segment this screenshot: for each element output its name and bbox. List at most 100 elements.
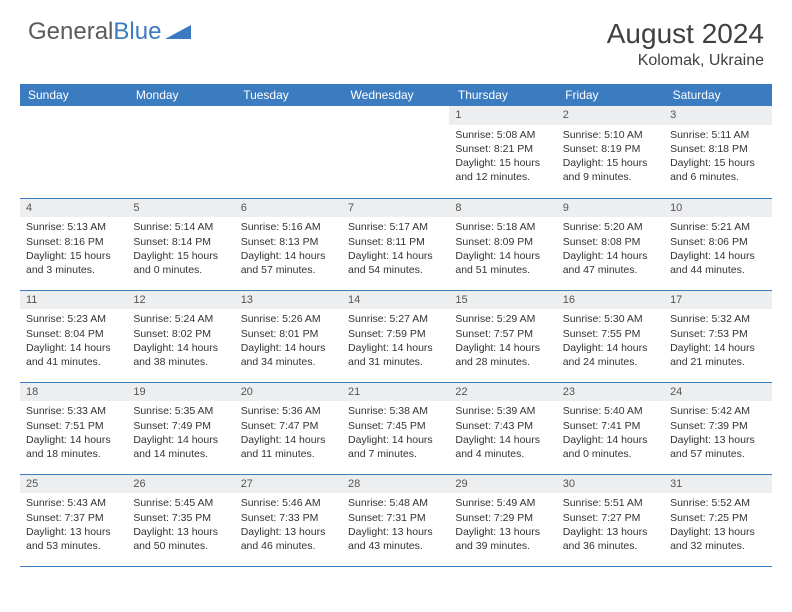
calendar-week-row: 11Sunrise: 5:23 AMSunset: 8:04 PMDayligh… xyxy=(20,290,772,382)
calendar-head: SundayMondayTuesdayWednesdayThursdayFrid… xyxy=(20,84,772,106)
day-number: 7 xyxy=(342,199,449,218)
day-line: Sunrise: 5:45 AM xyxy=(133,496,228,510)
day-details: Sunrise: 5:33 AMSunset: 7:51 PMDaylight:… xyxy=(20,401,127,463)
day-line: and 31 minutes. xyxy=(348,355,443,369)
day-line: Daylight: 14 hours xyxy=(241,433,336,447)
day-line: Sunrise: 5:16 AM xyxy=(241,220,336,234)
day-details: Sunrise: 5:40 AMSunset: 7:41 PMDaylight:… xyxy=(557,401,664,463)
day-line: Sunset: 7:55 PM xyxy=(563,327,658,341)
calendar-week-row: 1Sunrise: 5:08 AMSunset: 8:21 PMDaylight… xyxy=(20,106,772,198)
day-details: Sunrise: 5:38 AMSunset: 7:45 PMDaylight:… xyxy=(342,401,449,463)
page-header: GeneralBlue August 2024 Kolomak, Ukraine xyxy=(0,0,792,78)
calendar-body: 1Sunrise: 5:08 AMSunset: 8:21 PMDaylight… xyxy=(20,106,772,566)
day-header: Saturday xyxy=(664,84,771,106)
day-line: Sunset: 7:49 PM xyxy=(133,419,228,433)
day-line: and 0 minutes. xyxy=(563,447,658,461)
day-details: Sunrise: 5:11 AMSunset: 8:18 PMDaylight:… xyxy=(664,125,771,187)
day-line: Sunrise: 5:33 AM xyxy=(26,404,121,418)
day-line: Daylight: 14 hours xyxy=(133,341,228,355)
day-line: and 50 minutes. xyxy=(133,539,228,553)
title-block: August 2024 Kolomak, Ukraine xyxy=(607,18,764,70)
day-number: 28 xyxy=(342,475,449,494)
day-number: 9 xyxy=(557,199,664,218)
day-line: Daylight: 13 hours xyxy=(133,525,228,539)
day-number: 22 xyxy=(449,383,556,402)
calendar-cell: 15Sunrise: 5:29 AMSunset: 7:57 PMDayligh… xyxy=(449,290,556,382)
day-line: Sunset: 7:47 PM xyxy=(241,419,336,433)
day-line: Sunrise: 5:21 AM xyxy=(670,220,765,234)
day-number: 12 xyxy=(127,291,234,310)
day-details: Sunrise: 5:20 AMSunset: 8:08 PMDaylight:… xyxy=(557,217,664,279)
day-line: Sunset: 7:29 PM xyxy=(455,511,550,525)
day-header: Monday xyxy=(127,84,234,106)
day-number: 21 xyxy=(342,383,449,402)
day-details: Sunrise: 5:13 AMSunset: 8:16 PMDaylight:… xyxy=(20,217,127,279)
day-line: Sunrise: 5:30 AM xyxy=(563,312,658,326)
calendar-cell: 24Sunrise: 5:42 AMSunset: 7:39 PMDayligh… xyxy=(664,382,771,474)
day-line: and 38 minutes. xyxy=(133,355,228,369)
day-line: Daylight: 13 hours xyxy=(563,525,658,539)
day-details: Sunrise: 5:42 AMSunset: 7:39 PMDaylight:… xyxy=(664,401,771,463)
day-line: Sunset: 7:35 PM xyxy=(133,511,228,525)
day-line: Sunset: 7:45 PM xyxy=(348,419,443,433)
day-details: Sunrise: 5:30 AMSunset: 7:55 PMDaylight:… xyxy=(557,309,664,371)
day-line: and 54 minutes. xyxy=(348,263,443,277)
day-details: Sunrise: 5:35 AMSunset: 7:49 PMDaylight:… xyxy=(127,401,234,463)
day-line: Sunrise: 5:08 AM xyxy=(455,128,550,142)
day-details: Sunrise: 5:18 AMSunset: 8:09 PMDaylight:… xyxy=(449,217,556,279)
day-line: Sunrise: 5:38 AM xyxy=(348,404,443,418)
day-line: Sunrise: 5:52 AM xyxy=(670,496,765,510)
day-line: Sunset: 7:27 PM xyxy=(563,511,658,525)
day-line: Sunset: 8:08 PM xyxy=(563,235,658,249)
day-line: Sunrise: 5:35 AM xyxy=(133,404,228,418)
day-line: Sunset: 8:01 PM xyxy=(241,327,336,341)
calendar-cell: 13Sunrise: 5:26 AMSunset: 8:01 PMDayligh… xyxy=(235,290,342,382)
day-line: Sunset: 8:11 PM xyxy=(348,235,443,249)
day-line: Daylight: 15 hours xyxy=(455,156,550,170)
day-number: 23 xyxy=(557,383,664,402)
day-details: Sunrise: 5:32 AMSunset: 7:53 PMDaylight:… xyxy=(664,309,771,371)
day-line: and 14 minutes. xyxy=(133,447,228,461)
day-line: Sunrise: 5:13 AM xyxy=(26,220,121,234)
day-number: 30 xyxy=(557,475,664,494)
calendar-table: SundayMondayTuesdayWednesdayThursdayFrid… xyxy=(20,84,772,567)
day-number: 18 xyxy=(20,383,127,402)
day-line: and 7 minutes. xyxy=(348,447,443,461)
day-line: and 12 minutes. xyxy=(455,170,550,184)
day-line: Daylight: 14 hours xyxy=(26,433,121,447)
calendar-cell xyxy=(127,106,234,198)
day-details: Sunrise: 5:16 AMSunset: 8:13 PMDaylight:… xyxy=(235,217,342,279)
day-line: Sunrise: 5:51 AM xyxy=(563,496,658,510)
calendar-cell xyxy=(342,106,449,198)
day-line: and 53 minutes. xyxy=(26,539,121,553)
day-line: Sunset: 8:21 PM xyxy=(455,142,550,156)
day-details: Sunrise: 5:52 AMSunset: 7:25 PMDaylight:… xyxy=(664,493,771,555)
calendar-cell: 11Sunrise: 5:23 AMSunset: 8:04 PMDayligh… xyxy=(20,290,127,382)
day-number: 6 xyxy=(235,199,342,218)
day-line: and 41 minutes. xyxy=(26,355,121,369)
day-line: and 9 minutes. xyxy=(563,170,658,184)
calendar-cell: 23Sunrise: 5:40 AMSunset: 7:41 PMDayligh… xyxy=(557,382,664,474)
day-line: Daylight: 14 hours xyxy=(241,249,336,263)
day-line: Sunset: 8:16 PM xyxy=(26,235,121,249)
day-line: and 28 minutes. xyxy=(455,355,550,369)
day-line: Sunset: 7:43 PM xyxy=(455,419,550,433)
day-line: Sunset: 8:18 PM xyxy=(670,142,765,156)
day-number: 15 xyxy=(449,291,556,310)
calendar-cell: 6Sunrise: 5:16 AMSunset: 8:13 PMDaylight… xyxy=(235,198,342,290)
day-line: and 0 minutes. xyxy=(133,263,228,277)
day-line: Sunrise: 5:46 AM xyxy=(241,496,336,510)
day-line: and 11 minutes. xyxy=(241,447,336,461)
logo-text-2: Blue xyxy=(113,18,161,46)
day-number: 2 xyxy=(557,106,664,125)
calendar-cell: 29Sunrise: 5:49 AMSunset: 7:29 PMDayligh… xyxy=(449,474,556,566)
day-details: Sunrise: 5:08 AMSunset: 8:21 PMDaylight:… xyxy=(449,125,556,187)
logo-triangle-icon xyxy=(165,18,191,46)
day-line: Sunrise: 5:48 AM xyxy=(348,496,443,510)
day-header: Sunday xyxy=(20,84,127,106)
calendar-cell: 22Sunrise: 5:39 AMSunset: 7:43 PMDayligh… xyxy=(449,382,556,474)
day-line: and 46 minutes. xyxy=(241,539,336,553)
calendar-cell: 28Sunrise: 5:48 AMSunset: 7:31 PMDayligh… xyxy=(342,474,449,566)
logo: GeneralBlue xyxy=(28,18,191,46)
calendar-cell: 10Sunrise: 5:21 AMSunset: 8:06 PMDayligh… xyxy=(664,198,771,290)
